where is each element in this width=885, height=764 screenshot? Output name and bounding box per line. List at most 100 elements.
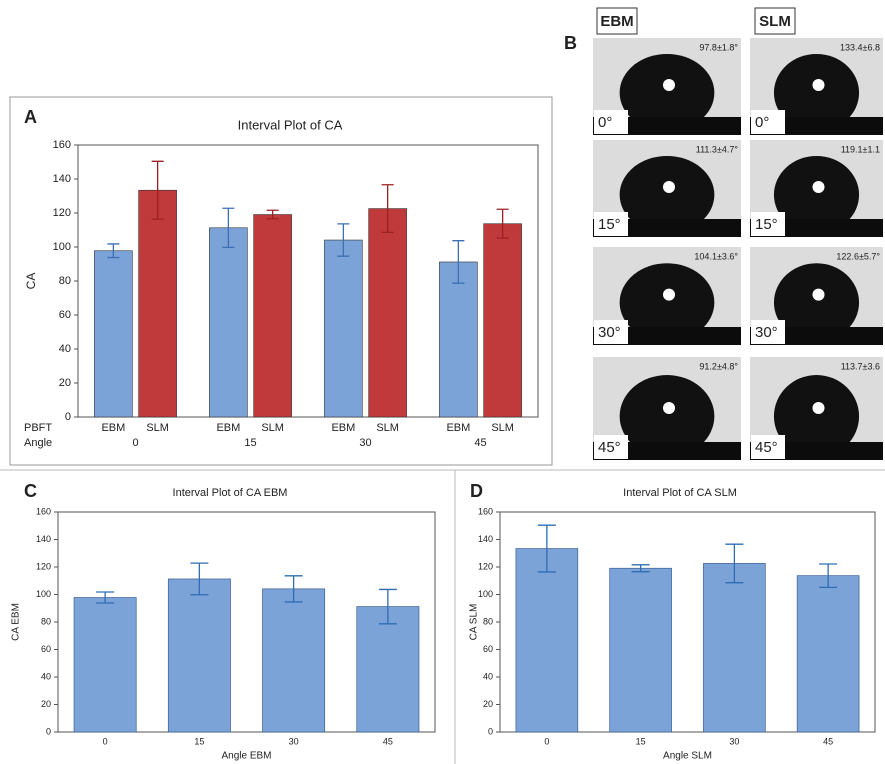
chart-title: Interval Plot of CA SLM (623, 487, 737, 499)
y-tick-label: 100 (53, 241, 71, 253)
contact-angle-label: 113.7±3.6 (841, 361, 880, 371)
series-label: EBM (216, 422, 240, 434)
series-label: EBM (331, 422, 355, 434)
series-label: EBM (101, 422, 125, 434)
y-tick-label: 40 (41, 671, 51, 681)
y-tick-label: 100 (478, 589, 493, 599)
row-label: Angle (24, 437, 52, 449)
y-tick-label: 60 (41, 644, 51, 654)
y-tick-label: 0 (46, 726, 51, 736)
bar (484, 224, 522, 417)
contact-angle-label: 133.4±6.8 (840, 42, 880, 52)
contact-angle-label: 104.1±3.6° (694, 251, 738, 261)
x-category-label: 15 (244, 437, 256, 449)
contact-angle-label: 91.2±4.8° (699, 361, 738, 371)
panel-label: A (24, 107, 37, 127)
droplet-highlight (663, 402, 675, 414)
y-tick-label: 20 (59, 377, 71, 389)
series-label: SLM (376, 422, 399, 434)
x-tick-label: 0 (103, 736, 108, 746)
bar (254, 215, 292, 417)
droplet-highlight (813, 289, 825, 301)
droplet-highlight (663, 289, 675, 301)
x-tick-label: 15 (194, 736, 204, 746)
angle-label: 15° (755, 216, 778, 233)
x-tick-label: 45 (823, 736, 833, 746)
droplet-highlight (663, 181, 675, 193)
y-tick-label: 60 (59, 309, 71, 321)
y-tick-label: 0 (65, 411, 71, 423)
bar (610, 568, 672, 732)
contact-angle-label: 97.8±1.8° (699, 42, 738, 52)
x-tick-label: 30 (729, 736, 739, 746)
y-tick-label: 140 (36, 534, 51, 544)
chart-title: Interval Plot of CA EBM (173, 487, 288, 499)
panel-label: B (564, 33, 577, 53)
y-axis-label: CA EBM (11, 603, 22, 641)
bar (168, 579, 230, 732)
droplet-highlight (663, 79, 675, 91)
y-tick-label: 120 (53, 207, 71, 219)
x-category-label: 0 (132, 437, 138, 449)
angle-label: 0° (755, 114, 769, 131)
x-tick-label: 45 (383, 736, 393, 746)
bar (209, 228, 247, 417)
y-tick-label: 140 (53, 173, 71, 185)
column-header: EBM (600, 13, 633, 30)
x-axis-label: Angle EBM (221, 751, 271, 762)
y-tick-label: 160 (53, 139, 71, 151)
x-tick-label: 30 (289, 736, 299, 746)
bar (516, 549, 578, 732)
series-label: SLM (146, 422, 169, 434)
y-tick-label: 160 (36, 506, 51, 516)
y-tick-label: 160 (478, 506, 493, 516)
series-label: SLM (261, 422, 284, 434)
angle-label: 30° (755, 324, 778, 341)
angle-label: 45° (598, 439, 621, 456)
series-label: SLM (491, 422, 514, 434)
bar (703, 563, 765, 732)
bar (797, 576, 859, 732)
contact-angle-label: 122.6±5.7° (836, 251, 880, 261)
bar (94, 251, 132, 417)
y-tick-label: 0 (488, 726, 493, 736)
contact-angle-label: 119.1±1.1 (841, 144, 880, 154)
panel-label: D (470, 481, 483, 501)
y-tick-label: 20 (41, 699, 51, 709)
droplet-highlight (813, 181, 825, 193)
y-tick-label: 140 (478, 534, 493, 544)
x-tick-label: 0 (544, 736, 549, 746)
y-tick-label: 80 (483, 616, 493, 626)
bar (369, 209, 407, 417)
y-tick-label: 80 (59, 275, 71, 287)
droplet-highlight (813, 402, 825, 414)
y-tick-label: 120 (36, 561, 51, 571)
y-axis-label: CA SLM (469, 604, 480, 641)
x-axis-label: Angle SLM (663, 751, 712, 762)
y-tick-label: 120 (478, 561, 493, 571)
y-tick-label: 60 (483, 644, 493, 654)
y-tick-label: 40 (483, 671, 493, 681)
y-tick-label: 80 (41, 616, 51, 626)
chart-title: Interval Plot of CA (238, 117, 343, 132)
column-header: SLM (759, 13, 791, 30)
x-category-label: 45 (474, 437, 486, 449)
angle-label: 15° (598, 216, 621, 233)
x-tick-label: 15 (636, 736, 646, 746)
row-label: PBFT (24, 422, 52, 434)
y-tick-label: 40 (59, 343, 71, 355)
bar (439, 262, 477, 417)
figure: 0 20 40 60 80 100 120 140 160 Interval Plot of CA… (0, 0, 885, 764)
y-tick-label: 20 (483, 699, 493, 709)
angle-label: 30° (598, 324, 621, 341)
bar (357, 607, 419, 732)
angle-label: 0° (598, 114, 612, 131)
droplet-highlight (813, 79, 825, 91)
angle-label: 45° (755, 439, 778, 456)
bar (263, 589, 325, 732)
panel-label: C (24, 481, 37, 501)
contact-angle-label: 111.3±4.7° (696, 144, 739, 154)
y-axis-label: CA (24, 273, 38, 290)
bar (139, 190, 177, 417)
y-tick-label: 100 (36, 589, 51, 599)
